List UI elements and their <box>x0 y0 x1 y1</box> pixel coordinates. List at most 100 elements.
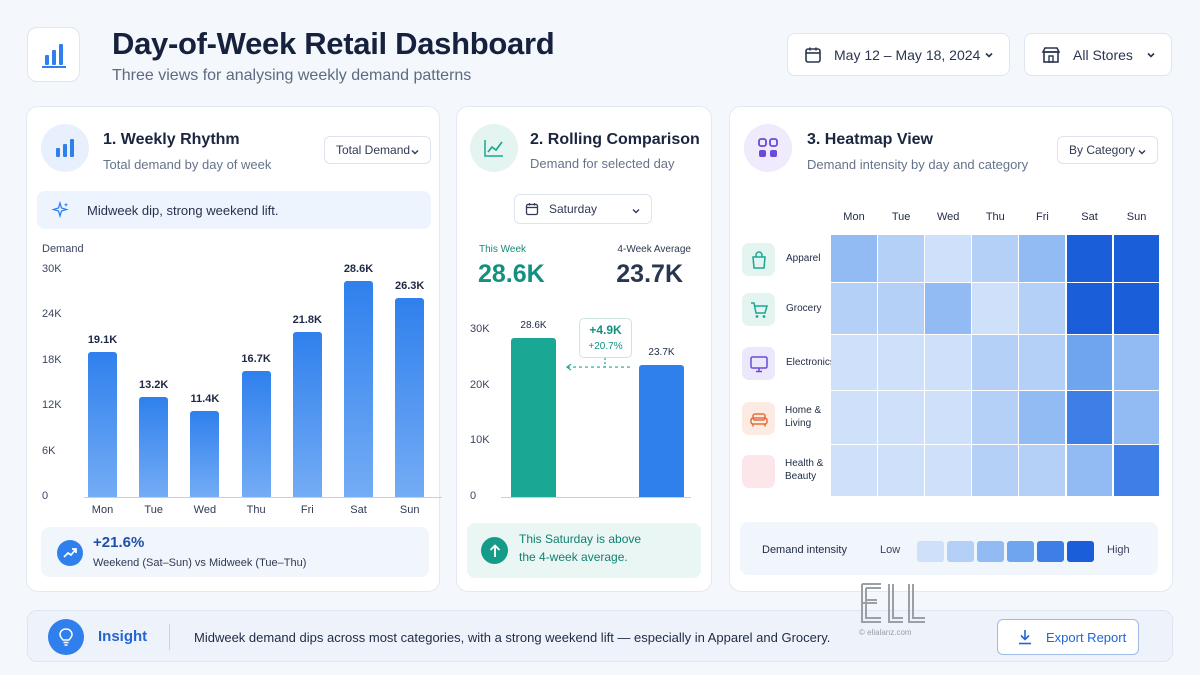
this-week-label: This Week <box>479 244 527 255</box>
y-tick-label: 20K <box>470 378 490 391</box>
heatmap-day-thu: Thu <box>985 211 1005 223</box>
heatmap-cell <box>878 235 924 282</box>
card-title: 1. Weekly Rhythm <box>103 131 240 148</box>
comparison-note: This Saturday is above the 4-week averag… <box>467 523 701 578</box>
insight-text: Midweek demand dips across most categori… <box>194 630 831 645</box>
chevron-down-icon <box>410 146 420 160</box>
heatmap-cell <box>972 235 1018 282</box>
trend-up-icon <box>57 540 83 566</box>
category-dropdown[interactable]: By Category <box>1057 136 1158 164</box>
heatmap-category-label: Grocery <box>786 303 822 314</box>
heatmap-legend: Demand intensity Low High <box>740 522 1158 575</box>
arrow-up-icon <box>481 537 508 564</box>
bar-mon <box>88 352 117 497</box>
sofa-icon <box>742 402 775 435</box>
avg-label: 4-Week Average <box>617 244 691 255</box>
insight-note: Midweek dip, strong weekend lift. <box>37 191 431 229</box>
heatmap-cell <box>925 445 971 496</box>
heatmap-cell <box>1113 235 1160 282</box>
export-report-button[interactable]: Export Report <box>997 619 1139 655</box>
watermark-text: © elialanz.com <box>859 628 912 637</box>
y-tick-label: 30K <box>42 263 62 275</box>
heatmap-cell <box>831 283 877 334</box>
metric-dropdown[interactable]: Total Demand <box>324 136 431 164</box>
rolling-bar-chart: 0 10K 20K 30K 28.6K 23.7K <box>457 107 713 507</box>
difference-callout: +4.9K +20.7% <box>579 318 632 358</box>
legend-swatch <box>917 541 944 562</box>
heatmap-cell <box>1113 445 1160 496</box>
bar-chart-icon <box>41 43 66 68</box>
heatmap-cell <box>831 391 877 444</box>
legend-high: High <box>1107 544 1130 556</box>
watermark: © elialanz.com <box>859 578 931 643</box>
x-tick-label: Tue <box>144 504 163 516</box>
heatmap-cell <box>831 445 877 496</box>
avg-value: 23.7K <box>616 260 683 288</box>
heatmap-cell <box>1019 235 1065 282</box>
card-subtitle: Total demand by day of week <box>103 157 272 172</box>
heatmap-cell <box>1066 235 1113 282</box>
heatmap-day-sun: Sun <box>1126 211 1147 223</box>
legend-swatch <box>1067 541 1094 562</box>
store-filter-dropdown[interactable]: All Stores <box>1024 33 1172 76</box>
heatmap-day-tue: Tue <box>891 211 911 223</box>
legend-swatch <box>1037 541 1064 562</box>
heatmap-category-label: Beauty <box>785 471 817 482</box>
shopping-bag-icon <box>742 243 775 276</box>
card-subtitle: Demand for selected day <box>530 156 675 171</box>
card-title: 2. Rolling Comparison <box>530 131 700 148</box>
chevron-down-icon <box>983 48 995 64</box>
heatmap-category-label: Electronics <box>786 357 835 368</box>
heatmap-cell <box>925 283 971 334</box>
page-subtitle: Three views for analysing weekly demand … <box>112 67 472 84</box>
bar-value-label: 28.6K <box>343 262 374 275</box>
line-chart-icon <box>470 124 518 172</box>
comparison-bar-this-week <box>511 337 556 497</box>
y-tick-label: 0 <box>470 490 477 502</box>
chevron-down-icon <box>1145 48 1157 64</box>
date-range-label: May 12 – May 18, 2024 <box>834 46 981 63</box>
heatmap-cell <box>925 391 971 444</box>
comparison-bar-average <box>639 365 684 497</box>
x-axis-line <box>84 497 443 498</box>
y-tick-label: 12K <box>42 399 62 412</box>
heatmap-cell <box>878 335 924 390</box>
monitor-icon <box>742 347 775 380</box>
day-select-dropdown[interactable]: Saturday <box>514 194 652 224</box>
bar-chart-icon <box>41 124 89 172</box>
heatmap-cell <box>972 391 1018 444</box>
x-tick-label: Fri <box>300 504 314 516</box>
heart-icon <box>742 455 775 488</box>
heatmap-day-sat: Sat <box>1081 211 1098 223</box>
heatmap-day-mon: Mon <box>843 211 865 223</box>
bar-value-label: 21.8K <box>292 314 322 327</box>
bar-sat <box>344 280 373 497</box>
heatmap-cell <box>831 335 877 390</box>
heatmap-cell <box>1019 283 1065 334</box>
y-tick-label: 6K <box>42 444 56 457</box>
heatmap-cell <box>1019 391 1065 444</box>
rolling-comparison-card: 2. Rolling Comparison Demand for selecte… <box>456 106 712 592</box>
watermark-logo <box>861 583 925 623</box>
bar-fri <box>292 332 322 497</box>
y-tick-label: 18K <box>42 353 62 366</box>
heatmap-cell <box>1113 283 1160 334</box>
weekly-rhythm-card: 1. Weekly Rhythm Total demand by day of … <box>26 106 443 592</box>
bar-value-label: 23.7K <box>648 347 675 359</box>
bar-tue <box>139 397 169 497</box>
difference-value: +4.9K <box>589 323 622 337</box>
date-range-picker[interactable]: May 12 – May 18, 2024 <box>787 33 1010 76</box>
heatmap-cell <box>1066 445 1113 496</box>
card-subtitle: Demand intensity by day and category <box>807 157 1029 172</box>
grid-icon <box>744 124 792 172</box>
divider <box>169 624 170 650</box>
heatmap-cell <box>1066 391 1113 444</box>
x-tick-label: Sun <box>399 504 420 516</box>
bar-sun <box>395 297 425 497</box>
legend-title: Demand intensity <box>762 544 847 556</box>
logo <box>27 27 80 82</box>
page-title: Day-of-Week Retail Dashboard <box>112 26 555 61</box>
y-axis-title: Demand <box>42 243 84 255</box>
bar-value-label: 28.6K <box>520 319 547 331</box>
heatmap-cell <box>1066 283 1113 334</box>
